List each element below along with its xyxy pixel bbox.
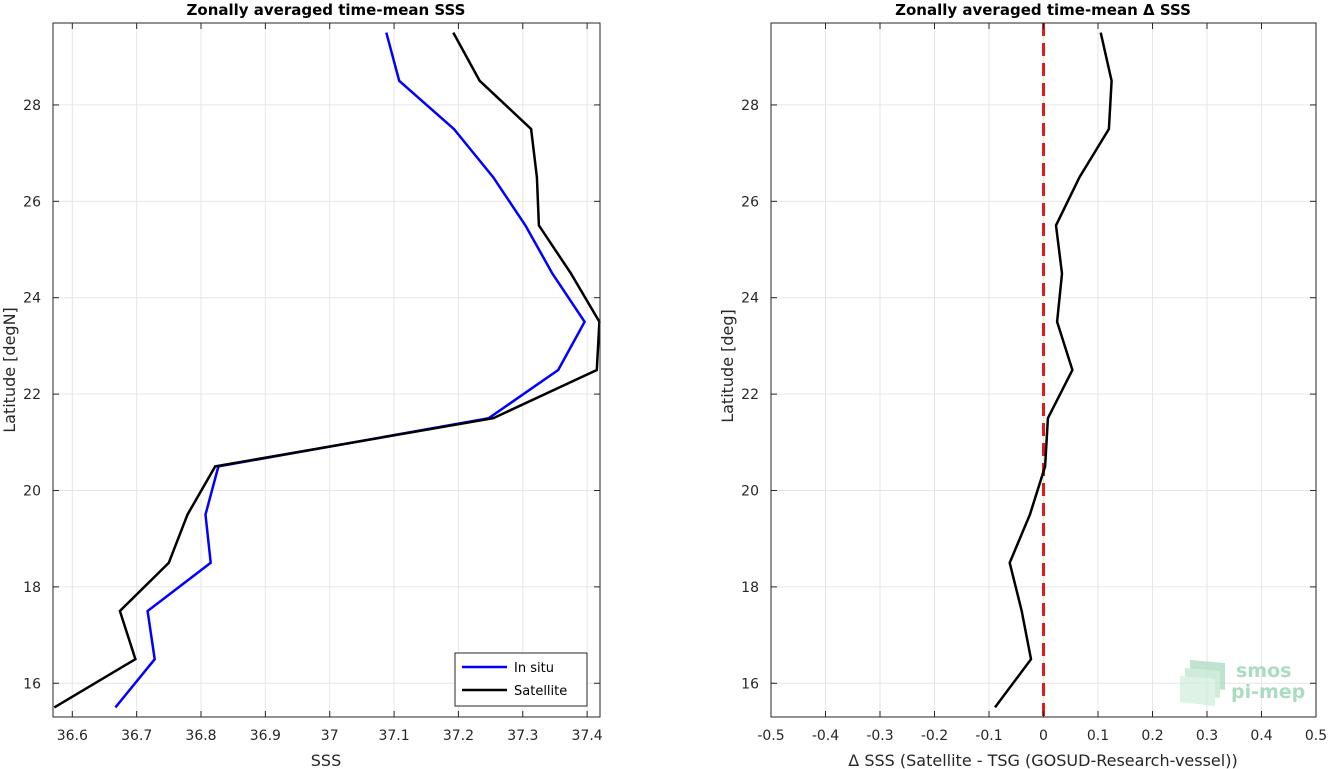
x-tick-label: 0.2 (1141, 728, 1163, 744)
y-tick-label: 16 (741, 676, 759, 692)
y-tick-label: 20 (741, 483, 759, 499)
x-tick-label: -0.4 (812, 728, 839, 744)
right-y-ticks: 16 18 20 22 24 26 28 (741, 98, 1316, 692)
y-tick-label: 28 (741, 98, 759, 114)
x-tick-label: 0 (1039, 728, 1048, 744)
y-tick-label: 24 (23, 291, 41, 307)
x-tick-label: -0.5 (757, 728, 784, 744)
x-tick-label: -0.3 (866, 728, 893, 744)
left-chart-title: Zonally averaged time-mean SSS (187, 1, 466, 19)
x-tick-label: 36.8 (185, 728, 216, 744)
x-tick-label: 36.6 (57, 728, 88, 744)
left-x-axis-label: SSS (311, 751, 341, 769)
right-chart-title: Zonally averaged time-mean Δ SSS (895, 1, 1191, 19)
smos-pi-mep-logo: smos pi-mep (1180, 660, 1305, 706)
y-tick-label: 24 (741, 291, 759, 307)
x-tick-label: 0.1 (1087, 728, 1109, 744)
left-axes-box (52, 22, 601, 718)
logo-layers-icon (1180, 660, 1225, 706)
y-tick-label: 20 (23, 483, 41, 499)
right-series-layer (993, 32, 1113, 709)
y-tick-label: 26 (23, 194, 41, 210)
left-chart-panel: 36.6 36.7 36.8 36.9 37 37.1 37.2 37.3 37.4 16 18 2… (0, 1, 603, 769)
legend: In situ Satellite (454, 652, 588, 707)
x-tick-label: 37.2 (443, 728, 474, 744)
x-tick-label: 36.9 (250, 728, 281, 744)
x-tick-label: -0.2 (921, 728, 948, 744)
x-tick-label: 37 (321, 728, 339, 744)
x-tick-label: 0.5 (1305, 728, 1327, 744)
series-line-satellite (53, 31, 601, 709)
x-tick-label: 37.1 (378, 728, 409, 744)
series-line-in-situ (114, 32, 587, 709)
x-tick-label: 0.3 (1196, 728, 1218, 744)
logo-text-smos: smos (1236, 660, 1291, 682)
right-y-axis-label: Latitude [deg] (718, 309, 737, 423)
left-y-ticks: 16 18 20 22 24 26 28 (23, 98, 600, 692)
right-chart-panel: -0.5 -0.4 -0.3 -0.2 -0.1 0 0.1 0.2 0.3 0.4 0.5 161… (718, 1, 1327, 769)
y-tick-label: 28 (23, 98, 41, 114)
legend-label-satellite: Satellite (514, 684, 567, 699)
y-tick-label: 22 (741, 387, 759, 403)
x-tick-label: -0.1 (975, 728, 1002, 744)
legend-label-in-situ: In situ (514, 661, 554, 676)
x-tick-label: 37.3 (507, 728, 538, 744)
right-x-axis-label: Δ SSS (Satellite - TSG (GOSUD-Research-v… (848, 751, 1237, 769)
x-tick-label: 0.4 (1250, 728, 1272, 744)
legend-box (454, 652, 588, 707)
y-tick-label: 18 (741, 580, 759, 596)
x-tick-label: 36.7 (121, 728, 152, 744)
y-tick-label: 16 (23, 676, 41, 692)
right-x-ticks: -0.5 -0.4 -0.3 -0.2 -0.1 0 0.1 0.2 0.3 0.4 0.5 (757, 23, 1327, 744)
y-tick-label: 22 (23, 387, 41, 403)
x-tick-label: 37.4 (572, 728, 603, 744)
left-y-axis-label: Latitude [degN] (0, 307, 19, 433)
left-x-ticks: 36.6 36.7 36.8 36.9 37 37.1 37.2 37.3 37.4 (57, 23, 603, 744)
y-tick-label: 26 (741, 194, 759, 210)
series-line-delta-sss (993, 32, 1113, 709)
y-tick-label: 18 (23, 580, 41, 596)
left-series-layer (53, 31, 601, 709)
logo-text-pi-mep: pi-mep (1231, 681, 1305, 703)
